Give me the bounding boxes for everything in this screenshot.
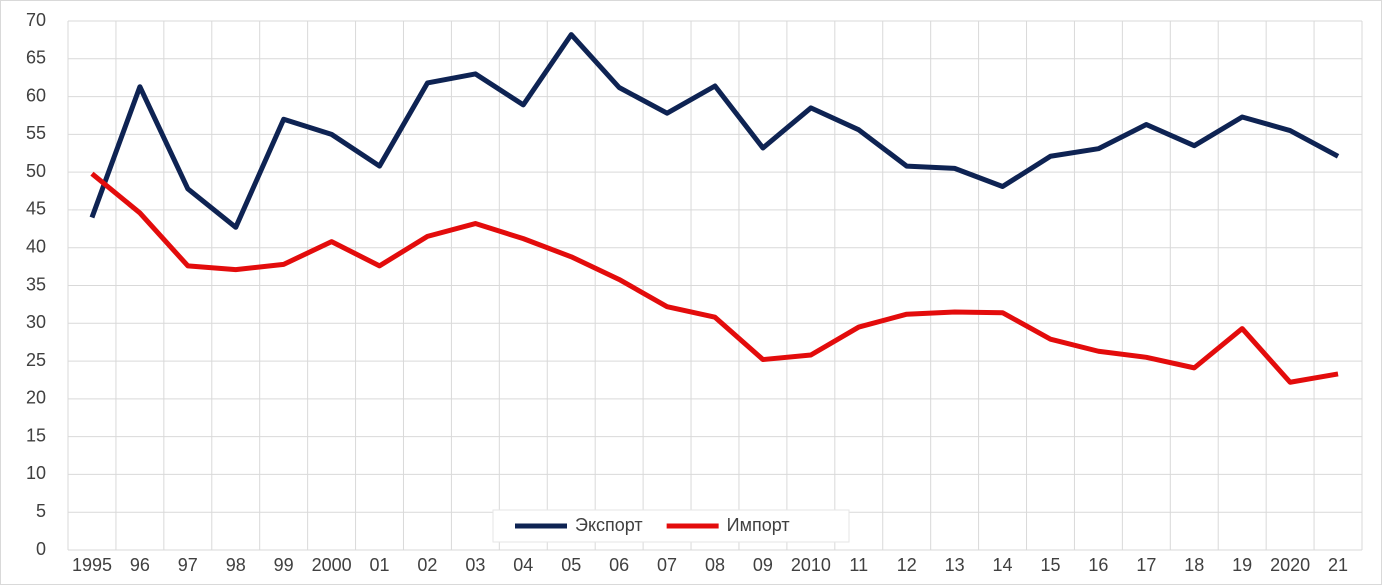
x-tick-label: 98 bbox=[226, 555, 246, 575]
y-tick-label: 55 bbox=[26, 123, 46, 143]
legend-label: Экспорт bbox=[575, 515, 643, 535]
x-tick-label: 2020 bbox=[1270, 555, 1310, 575]
y-tick-label: 0 bbox=[36, 539, 46, 559]
x-tick-label: 17 bbox=[1136, 555, 1156, 575]
series-line bbox=[89, 32, 1340, 230]
y-tick-label: 45 bbox=[26, 199, 46, 219]
x-tick-label: 13 bbox=[945, 555, 965, 575]
x-tick-label: 06 bbox=[609, 555, 629, 575]
x-tick-label: 09 bbox=[753, 555, 773, 575]
x-tick-label: 08 bbox=[705, 555, 725, 575]
y-tick-label: 65 bbox=[26, 48, 46, 68]
y-tick-label: 20 bbox=[26, 388, 46, 408]
x-tick-label: 2010 bbox=[791, 555, 831, 575]
legend-label: Импорт bbox=[727, 515, 790, 535]
y-tick-label: 60 bbox=[26, 85, 46, 105]
x-tick-label: 18 bbox=[1184, 555, 1204, 575]
y-tick-label: 25 bbox=[26, 350, 46, 370]
x-tick-label: 02 bbox=[417, 555, 437, 575]
x-tick-label: 11 bbox=[849, 555, 868, 575]
x-tick-label: 99 bbox=[274, 555, 294, 575]
y-tick-label: 50 bbox=[26, 161, 46, 181]
x-tick-label: 15 bbox=[1040, 555, 1060, 575]
y-tick-label: 10 bbox=[26, 463, 46, 483]
y-tick-label: 15 bbox=[26, 425, 46, 445]
x-tick-label: 01 bbox=[370, 555, 390, 575]
y-tick-label: 35 bbox=[26, 274, 46, 294]
x-tick-label: 19 bbox=[1232, 555, 1252, 575]
x-tick-label: 1995 bbox=[72, 555, 112, 575]
x-tick-label: 96 bbox=[130, 555, 150, 575]
x-tick-label: 04 bbox=[513, 555, 533, 575]
y-tick-label: 5 bbox=[36, 501, 46, 521]
x-tick-label: 97 bbox=[178, 555, 198, 575]
x-tick-label: 05 bbox=[561, 555, 581, 575]
x-tick-label: 07 bbox=[657, 555, 677, 575]
x-tick-label: 16 bbox=[1088, 555, 1108, 575]
y-tick-label: 40 bbox=[26, 236, 46, 256]
y-tick-label: 30 bbox=[26, 312, 46, 332]
x-tick-label: 21 bbox=[1328, 555, 1348, 575]
x-tick-label: 03 bbox=[465, 555, 485, 575]
series-line bbox=[90, 171, 1339, 385]
x-tick-label: 2000 bbox=[312, 555, 352, 575]
x-tick-label: 12 bbox=[897, 555, 917, 575]
y-tick-label: 70 bbox=[26, 10, 46, 30]
x-tick-label: 14 bbox=[993, 555, 1013, 575]
